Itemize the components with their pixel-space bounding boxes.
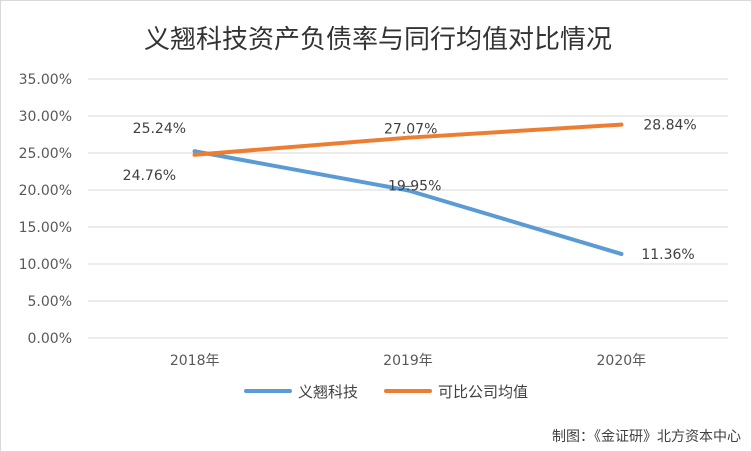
data-label: 19.95%	[388, 178, 441, 194]
data-point	[406, 188, 410, 193]
x-tick-label: 2020年	[597, 353, 647, 369]
series-line-0	[192, 149, 624, 256]
data-point	[619, 122, 624, 127]
legend: 义翘科技 可比公司均值	[244, 383, 528, 401]
legend-label: 义翘科技	[298, 383, 358, 401]
x-tick-label: 2019年	[383, 353, 433, 369]
legend-label: 可比公司均值	[438, 383, 528, 401]
y-tick-label: 25.00%	[19, 146, 72, 162]
x-axis-ticks: 2018年 2019年 2020年	[170, 353, 646, 369]
y-tick-label: 10.00%	[19, 257, 72, 273]
y-tick-label: 35.00%	[19, 72, 72, 88]
data-label: 11.36%	[641, 247, 694, 263]
y-axis-ticks: 35.00% 30.00% 25.00% 20.00% 15.00% 10.00% 5.00…	[19, 72, 72, 347]
data-label: 27.07%	[384, 122, 437, 138]
y-tick-label: 20.00%	[19, 183, 72, 199]
data-label: 25.24%	[133, 121, 186, 137]
data-labels: 25.24% 19.95% 11.36% 24.76% 27.07% 28.84%	[123, 118, 697, 263]
data-label: 24.76%	[123, 168, 176, 184]
gridlines	[88, 78, 728, 339]
y-tick-label: 15.00%	[19, 220, 72, 236]
data-point	[192, 152, 197, 157]
chart-title: 义翘科技资产负债率与同行均值对比情况	[144, 25, 612, 55]
y-tick-label: 5.00%	[28, 294, 72, 310]
data-label: 28.84%	[643, 118, 696, 134]
y-tick-label: 0.00%	[28, 331, 72, 347]
y-tick-label: 30.00%	[19, 109, 72, 125]
series-lines	[192, 122, 624, 256]
source-note: 制图：《金证研》北方资本中心	[552, 429, 741, 445]
data-point	[192, 149, 197, 154]
data-point	[619, 251, 624, 256]
x-tick-label: 2018年	[170, 353, 220, 369]
data-point	[406, 135, 410, 140]
